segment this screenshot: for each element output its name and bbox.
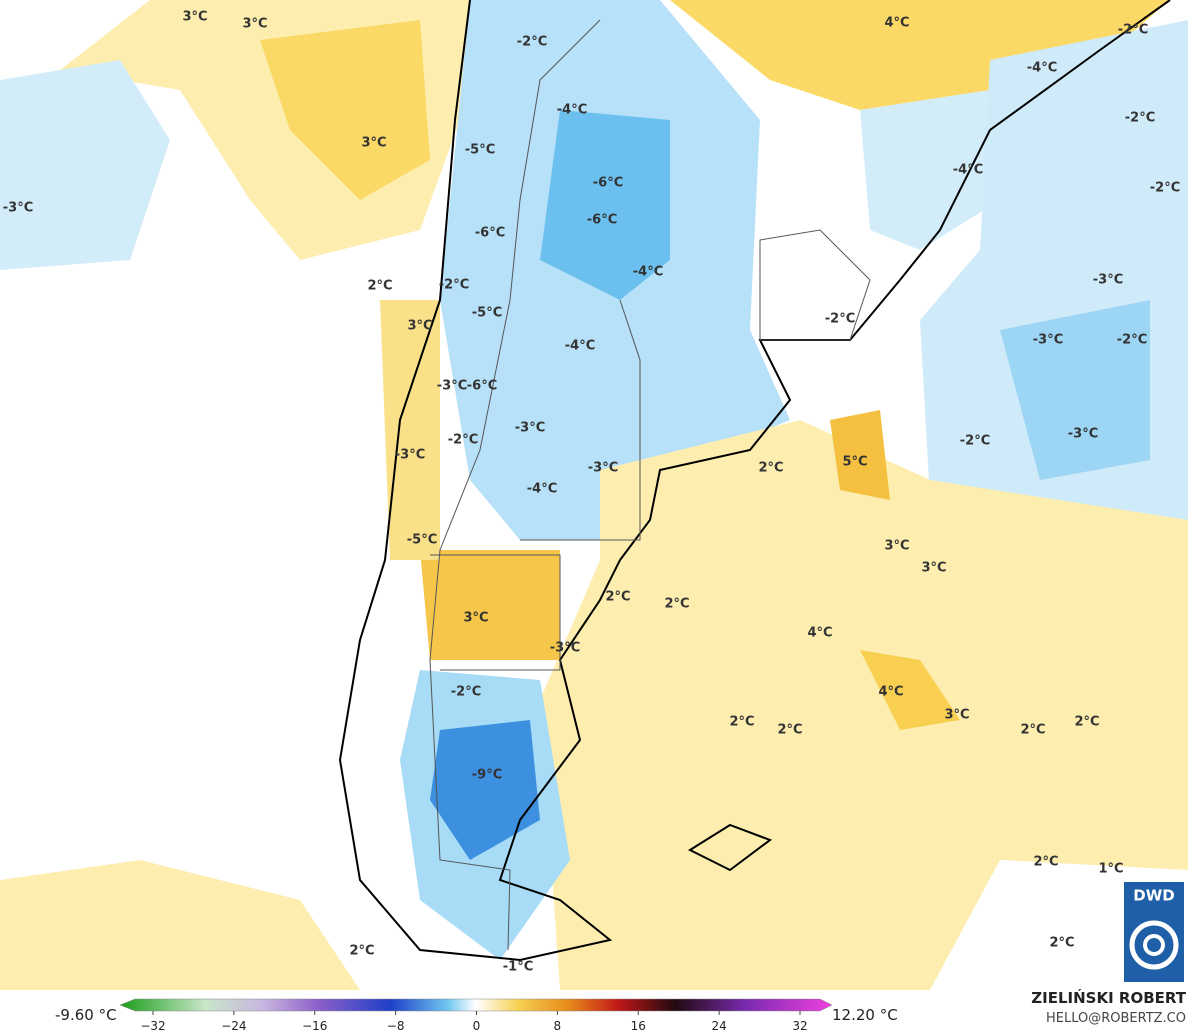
temperature-label: -2°C bbox=[1150, 181, 1180, 196]
temperature-label: -3°C bbox=[550, 641, 580, 656]
temperature-label: -2°C bbox=[517, 35, 547, 50]
colorbar-tick-label: 16 bbox=[631, 1019, 646, 1033]
temperature-label: -2°C bbox=[451, 685, 481, 700]
temperature-label: 2°C bbox=[1074, 715, 1099, 730]
temperature-label: -4°C bbox=[953, 163, 983, 178]
temperature-label: -9°C bbox=[472, 768, 502, 783]
temperature-label: 2°C bbox=[367, 279, 392, 294]
temperature-label: -4°C bbox=[1027, 61, 1057, 76]
coastline bbox=[338, 0, 1171, 962]
temperature-label: 2°C bbox=[777, 723, 802, 738]
temperature-label: -3°C bbox=[1093, 273, 1123, 288]
temperature-label: 2°C bbox=[1020, 723, 1045, 738]
temperature-label: -2°C bbox=[960, 434, 990, 449]
temperature-label: 3°C bbox=[242, 17, 267, 32]
temperature-label: 2°C bbox=[605, 590, 630, 605]
temperature-label: -4°C bbox=[527, 482, 557, 497]
temperature-label: -6°C bbox=[467, 379, 497, 394]
legend-min: -9.60 °C bbox=[55, 1006, 117, 1024]
temperature-label: -1°C bbox=[503, 960, 533, 975]
temperature-label: -2°C bbox=[1118, 23, 1148, 38]
logo: DWD bbox=[1124, 882, 1184, 982]
temperature-label: 4°C bbox=[878, 685, 903, 700]
temperature-label: 2°C bbox=[1033, 855, 1058, 870]
temperature-label: -2°C bbox=[825, 312, 855, 327]
temperature-label: -3°C bbox=[1068, 427, 1098, 442]
temperature-label: -4°C bbox=[557, 103, 587, 118]
temperature-label: -3°C bbox=[588, 461, 618, 476]
temperature-label: 1°C bbox=[1098, 862, 1123, 877]
temperature-label: -5°C bbox=[472, 306, 502, 321]
temperature-label: -3°C bbox=[515, 421, 545, 436]
temperature-label: 4°C bbox=[884, 16, 909, 31]
colorbar-tick-label: 8 bbox=[554, 1019, 562, 1033]
temperature-label: -6°C bbox=[587, 213, 617, 228]
temperature-label: 2°C bbox=[1049, 936, 1074, 951]
colorbar-tick-label: 32 bbox=[792, 1019, 807, 1033]
credit-author: ZIELIŃSKI ROBERT bbox=[1031, 988, 1186, 1007]
credit-contact: HELLO@ROBERTZ.CO bbox=[1046, 1011, 1186, 1026]
temperature-label: 2°C bbox=[758, 461, 783, 476]
colorbar-tick-label: 24 bbox=[711, 1019, 726, 1033]
temperature-label: -5°C bbox=[407, 533, 437, 548]
logo-text: DWD bbox=[1133, 887, 1174, 905]
temperature-label: 2°C bbox=[729, 715, 754, 730]
temperature-label: 3°C bbox=[182, 10, 207, 25]
temperature-labels: 3°C 3°C3°C2°C3°C-3°C-2°C-4°C-5°C-6°C-6°C-… bbox=[3, 10, 1180, 975]
temperature-label: 4°C bbox=[807, 626, 832, 641]
temperature-label: 3°C bbox=[884, 539, 909, 554]
colorbar-tick-label: −16 bbox=[302, 1019, 327, 1033]
temperature-label: -4°C bbox=[633, 265, 663, 280]
borders bbox=[429, 19, 871, 951]
temperature-label: 3°C bbox=[361, 136, 386, 151]
temperature-label: -2°C bbox=[1125, 111, 1155, 126]
temperature-label: 3°C bbox=[407, 319, 432, 334]
temperature-label: -2°C bbox=[448, 433, 478, 448]
temperature-label: 5°C bbox=[842, 455, 867, 470]
temperature-label: -2°C bbox=[1117, 333, 1147, 348]
temperature-label: -5°C bbox=[465, 143, 495, 158]
temperature-label: -6°C bbox=[593, 176, 623, 191]
field bbox=[0, 0, 1188, 990]
colorbar-tick-label: −32 bbox=[140, 1019, 165, 1033]
temperature-label: 2°C bbox=[664, 597, 689, 612]
temperature-label: -3°C bbox=[395, 448, 425, 463]
legend: -9.60 °C 12.20 °C −32 −24 −16 −8 0 8 16 24 32 ZI… bbox=[0, 988, 1188, 1035]
temperature-label: 2°C bbox=[349, 944, 374, 959]
temperature-label: -2°C bbox=[439, 278, 469, 293]
temperature-label: 3°C bbox=[463, 611, 488, 626]
temperature-label: -3°C bbox=[437, 379, 467, 394]
temperature-label: -6°C bbox=[475, 226, 505, 241]
legend-max: 12.20 °C bbox=[832, 1006, 898, 1024]
colorbar-tick-label: 0 bbox=[473, 1019, 481, 1033]
temperature-label: -4°C bbox=[565, 339, 595, 354]
temperature-label: -3°C bbox=[1033, 333, 1063, 348]
temperature-label: 3°C bbox=[944, 708, 969, 723]
temperature-label: -3°C bbox=[3, 201, 33, 216]
colorbar-tick-label: −8 bbox=[387, 1019, 405, 1033]
temperature-label: 3°C bbox=[921, 561, 946, 576]
colorbar-tick-label: −24 bbox=[221, 1019, 246, 1033]
